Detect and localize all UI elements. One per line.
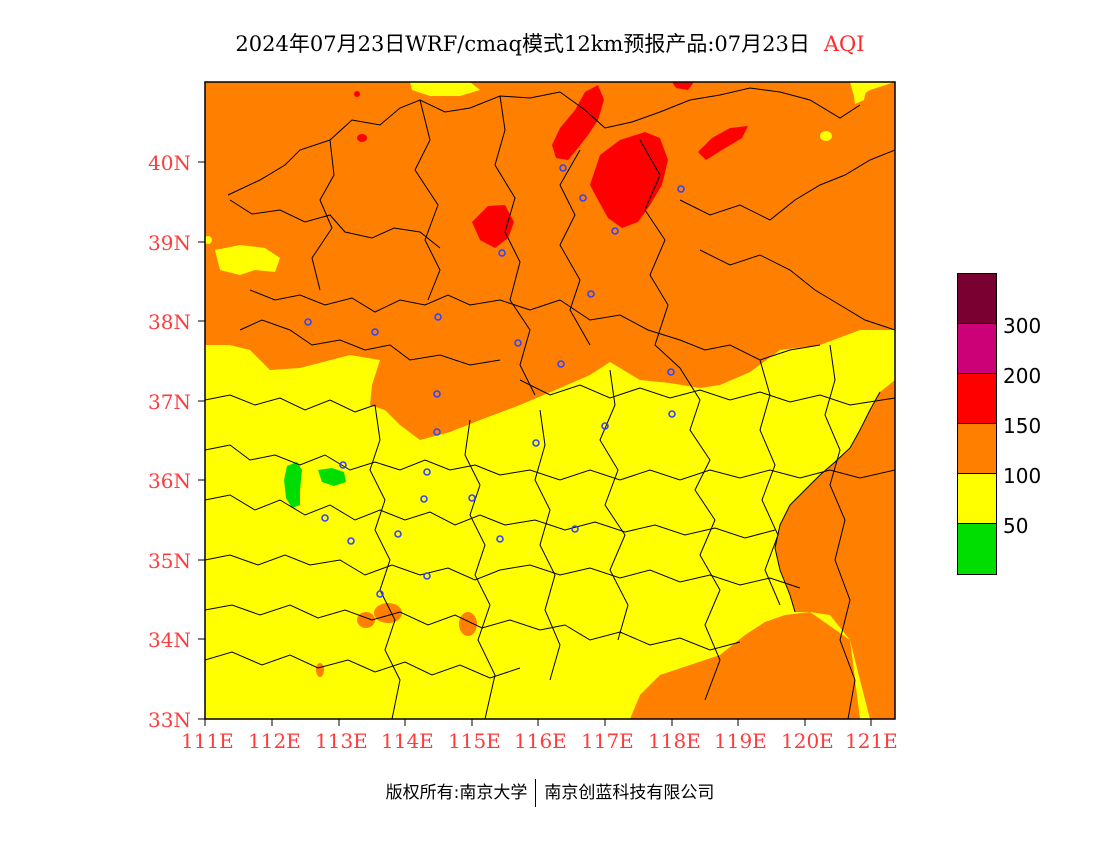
city-marker — [601, 422, 609, 430]
aqi-50-100-notch — [820, 131, 832, 141]
lat-label: 36N — [148, 469, 191, 493]
city-marker — [667, 368, 675, 376]
city-marker — [321, 514, 329, 522]
city-marker — [532, 439, 540, 447]
legend-threshold: 300 — [1003, 314, 1042, 338]
lon-label: 115E — [448, 729, 501, 753]
aqi-150-200-area — [357, 134, 367, 142]
city-marker — [394, 530, 402, 538]
city-marker — [433, 428, 441, 436]
city-marker — [468, 494, 476, 502]
city-marker — [668, 410, 676, 418]
city-marker — [433, 390, 441, 398]
legend-swatch — [958, 524, 996, 574]
aqi-50-100-notch — [215, 245, 280, 275]
map-field — [205, 82, 895, 719]
admin-boundaries — [205, 87, 895, 719]
aqi-100-150-coast-area — [775, 380, 895, 719]
aqi-100-150-patch — [459, 612, 477, 636]
aqi-100-150-patch — [316, 663, 324, 677]
city-marker — [423, 572, 431, 580]
copyright-footer: 版权所有:南京大学 南京创蓝科技有限公司 — [0, 778, 1100, 807]
aqi-50-100-notch — [205, 236, 212, 244]
lon-label: 114E — [381, 729, 434, 753]
city-marker — [557, 360, 565, 368]
legend-swatch — [958, 374, 996, 424]
lat-label: 33N — [148, 708, 191, 732]
copyright-owner: 版权所有:南京大学 — [385, 783, 528, 803]
legend-swatch — [958, 424, 996, 474]
legend-swatch — [958, 324, 996, 374]
legend-swatch — [958, 274, 996, 324]
city-marker — [371, 328, 379, 336]
lon-label: 111E — [181, 729, 234, 753]
city-marker — [611, 227, 619, 235]
lon-label: 117E — [581, 729, 634, 753]
title-variable: AQI — [823, 32, 865, 56]
city-marker — [423, 468, 431, 476]
city-marker — [514, 339, 522, 347]
lat-label: 40N — [148, 151, 191, 175]
city-marker — [376, 590, 384, 598]
lon-label: 121E — [845, 729, 898, 753]
city-marker — [579, 194, 587, 202]
city-marker — [420, 495, 428, 503]
legend-threshold: 50 — [1003, 514, 1029, 538]
footer-divider — [535, 779, 537, 807]
lat-label: 39N — [148, 231, 191, 255]
lat-label: 35N — [148, 549, 191, 573]
legend-threshold: 100 — [1003, 464, 1042, 488]
city-marker — [571, 525, 579, 533]
aqi-150-200-area — [672, 82, 694, 90]
legend-swatch — [958, 474, 996, 524]
lat-label: 38N — [148, 310, 191, 334]
aqi-150-200-area — [472, 205, 514, 248]
lon-label: 120E — [781, 729, 834, 753]
city-marker — [339, 461, 347, 469]
map-title: 2024年07月23日WRF/cmaq模式12km预报产品:07月23日 AQI — [0, 28, 1100, 58]
city-marker — [677, 185, 685, 193]
aqi-150-200-area — [590, 132, 668, 228]
city-marker — [304, 318, 312, 326]
city-marker — [347, 537, 355, 545]
copyright-company: 南京创蓝科技有限公司 — [544, 783, 715, 803]
lon-label: 112E — [248, 729, 301, 753]
legend-threshold: 150 — [1003, 414, 1042, 438]
lon-label: 116E — [514, 729, 567, 753]
city-marker — [559, 164, 567, 172]
legend-threshold: 200 — [1003, 364, 1042, 388]
aqi-50-100-notch — [852, 82, 868, 104]
city-marker — [434, 313, 442, 321]
aqi-100-150-north-area — [205, 82, 895, 440]
aqi-0-50-area — [318, 468, 346, 486]
aqi-150-200-area — [354, 91, 360, 97]
lon-label: 113E — [315, 729, 368, 753]
lat-label: 34N — [148, 628, 191, 652]
city-marker — [587, 290, 595, 298]
aqi-100-150-patch — [374, 603, 402, 623]
aqi-50-100-notch — [410, 82, 480, 96]
aqi-150-200-area — [552, 85, 604, 160]
lon-label: 118E — [648, 729, 701, 753]
axis-ticks — [198, 161, 872, 726]
aqi-150-200-area — [698, 126, 748, 160]
aqi-100-150-south-area — [630, 612, 860, 719]
title-main: 2024年07月23日WRF/cmaq模式12km预报产品:07月23日 — [235, 32, 810, 56]
city-markers — [304, 164, 685, 598]
city-marker — [498, 249, 506, 257]
city-marker — [496, 535, 504, 543]
lat-label: 37N — [148, 390, 191, 414]
aqi-0-50-area — [284, 462, 302, 508]
aqi-legend-colorbar — [957, 273, 997, 575]
lon-label: 119E — [714, 729, 767, 753]
